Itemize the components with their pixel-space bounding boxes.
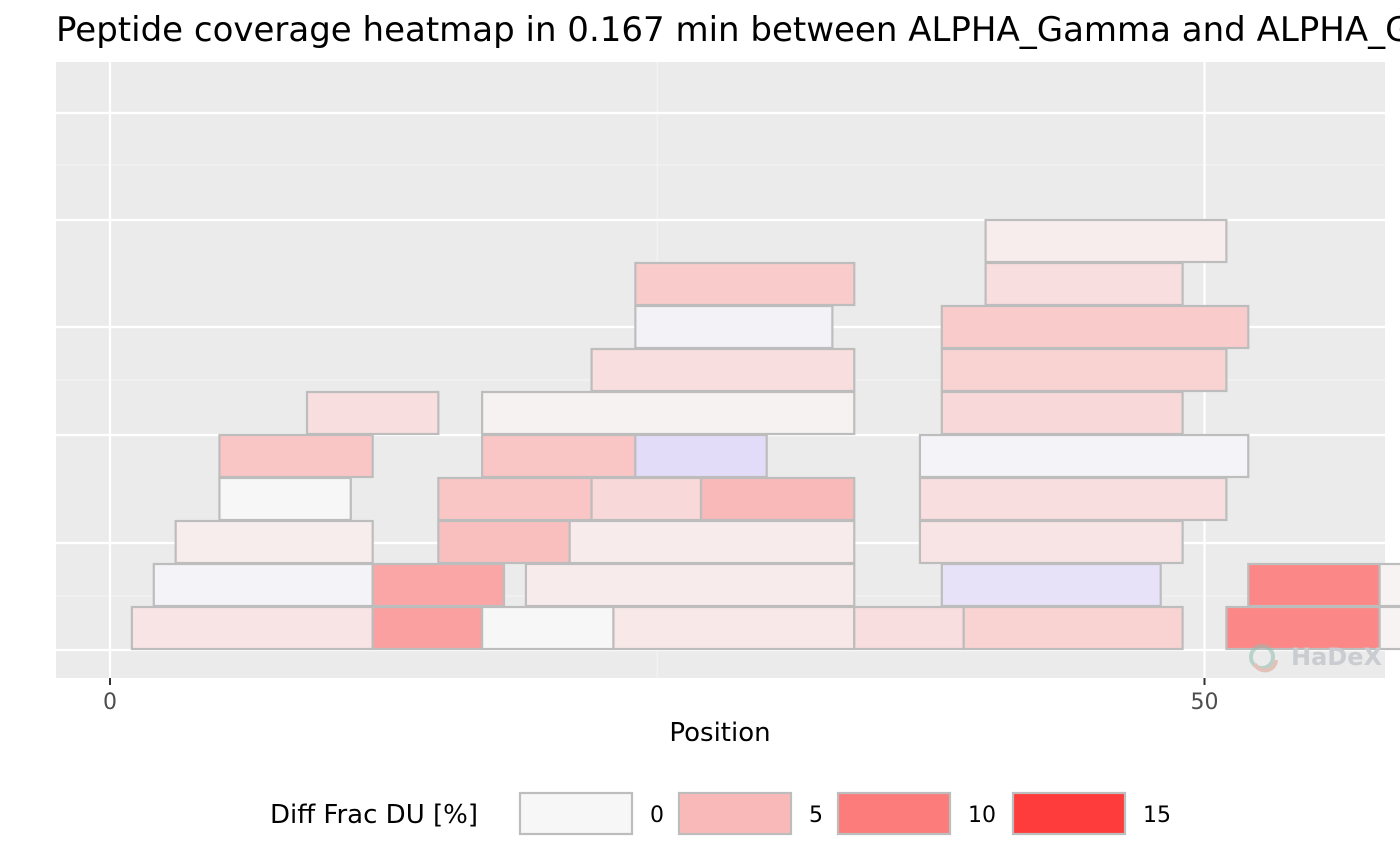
legend-key — [836, 791, 952, 836]
peptide-tile — [524, 562, 856, 608]
legend-key — [1011, 791, 1127, 836]
x-tick-label: 50 — [1191, 690, 1219, 715]
peptide-tile — [1378, 562, 1400, 608]
legend-key-label: 15 — [1143, 803, 1171, 828]
peptide-tile — [481, 433, 637, 479]
x-axis: 050100150200 — [103, 678, 1219, 715]
peptide-tile — [940, 347, 1228, 393]
peptide-tile — [371, 562, 506, 608]
hadex-watermark: HaDeX — [1291, 643, 1382, 671]
peptide-tile — [218, 476, 352, 522]
peptide-tile — [984, 261, 1184, 307]
peptide-tile — [130, 605, 374, 651]
legend-key — [518, 791, 634, 836]
legend: Diff Frac DU [%] 0 5 10 15 — [270, 791, 1171, 836]
peptide-tile — [590, 476, 703, 522]
peptide-tile — [152, 562, 374, 608]
peptide-tile — [918, 476, 1228, 522]
hadex-logo-icon — [1249, 644, 1278, 673]
peptide-tile — [634, 304, 834, 350]
peptide-tile — [918, 519, 1184, 565]
peptide-tile — [481, 605, 615, 651]
legend-keys: 0 5 10 15 — [518, 791, 1171, 836]
x-tick-label: 0 — [103, 690, 117, 715]
peptide-tile — [940, 562, 1162, 608]
legend-key-label: 10 — [968, 803, 996, 828]
peptide-tile — [984, 218, 1228, 264]
peptide-tile — [371, 605, 484, 651]
peptide-tile — [634, 261, 856, 307]
peptide-tile — [1247, 562, 1381, 608]
legend-key-label: 0 — [650, 803, 664, 828]
x-axis-title: Position — [669, 718, 770, 748]
peptide-tile — [174, 519, 374, 565]
peptide-tile — [853, 605, 965, 651]
legend-title: Diff Frac DU [%] — [270, 800, 478, 830]
peptide-tile — [1378, 605, 1400, 651]
peptide-tile — [940, 304, 1250, 350]
peptide-tile — [218, 433, 374, 479]
peptide-tile — [568, 519, 856, 565]
peptide-tile — [305, 390, 440, 436]
peptide-tiles — [130, 218, 1400, 651]
peptide-tile — [918, 433, 1250, 479]
legend-key-label: 5 — [809, 803, 823, 828]
chart-title: Peptide coverage heatmap in 0.167 min be… — [56, 10, 1400, 50]
peptide-tile — [962, 605, 1184, 651]
peptide-tile — [699, 476, 856, 522]
peptide-tile — [481, 390, 856, 436]
peptide-tile — [940, 390, 1184, 436]
legend-key — [677, 791, 793, 836]
peptide-tile — [612, 605, 856, 651]
peptide-tile — [437, 519, 571, 565]
peptide-tile — [437, 476, 593, 522]
peptide-tile — [590, 347, 856, 393]
peptide-tile — [634, 433, 768, 479]
